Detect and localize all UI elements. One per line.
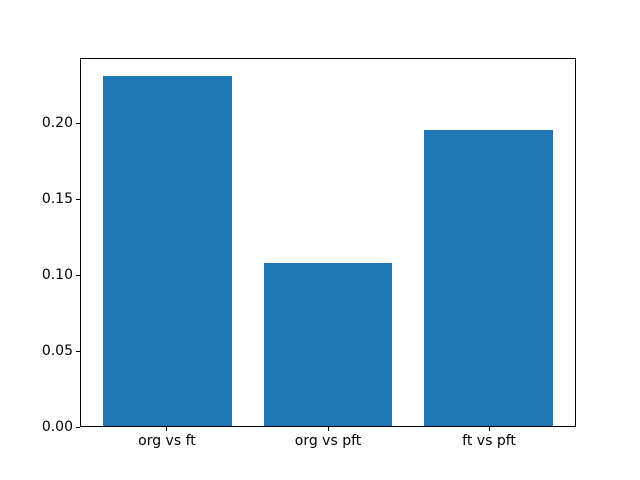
plot-area bbox=[80, 58, 576, 427]
x-tick-mark bbox=[327, 427, 329, 431]
y-tick-label: 0.20 bbox=[41, 115, 73, 132]
bar-org-vs-pft bbox=[263, 262, 393, 426]
y-tick-label: 0.15 bbox=[41, 191, 73, 208]
x-tick-label: org vs pft bbox=[294, 433, 362, 449]
x-tick-label: org vs ft bbox=[138, 433, 196, 449]
y-tick-label: 0.10 bbox=[41, 267, 73, 284]
x-tick-mark bbox=[166, 427, 168, 431]
bar-org-vs-ft bbox=[103, 75, 232, 426]
y-tick-label: 0.05 bbox=[41, 343, 73, 360]
bar-ft-vs-pft bbox=[424, 129, 553, 426]
x-tick-mark bbox=[488, 427, 490, 431]
x-tick-label: ft vs pft bbox=[462, 433, 516, 449]
y-tick-label: 0.00 bbox=[41, 419, 73, 435]
